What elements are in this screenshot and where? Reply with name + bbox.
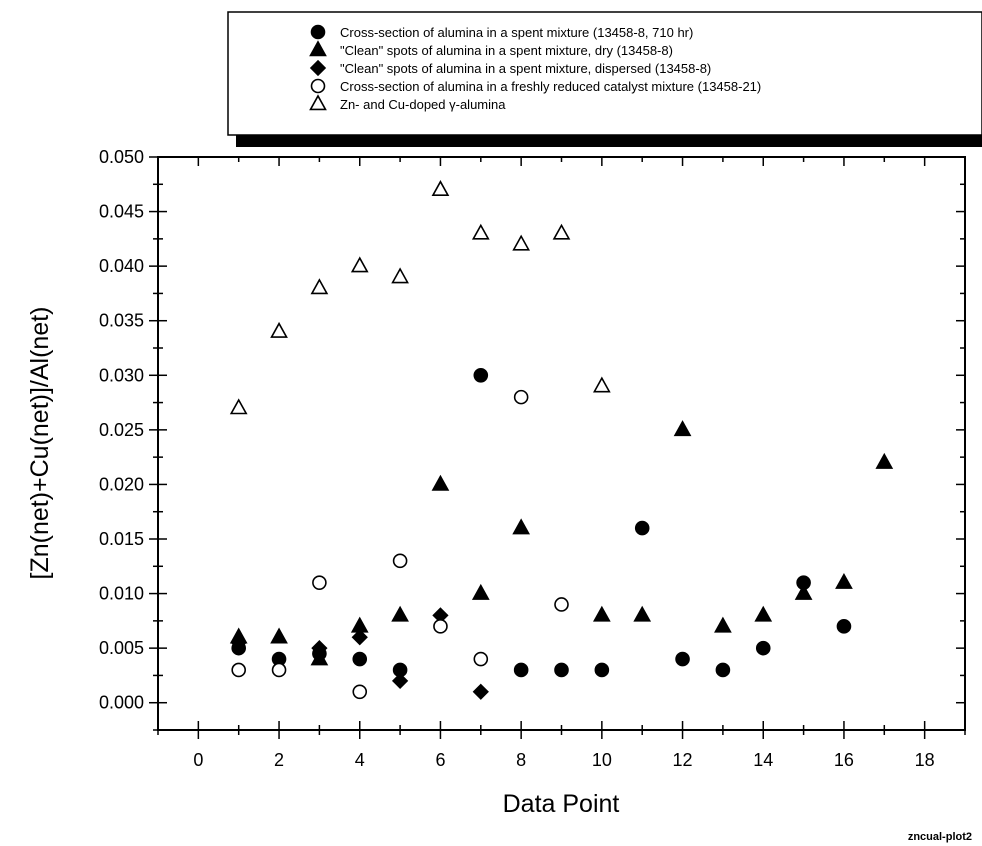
- y-tick-label: 0.020: [99, 474, 144, 494]
- legend-label-5: Zn- and Cu-doped γ-alumina: [340, 97, 506, 112]
- data-point-series-3: [351, 629, 368, 646]
- data-point-series-3: [230, 634, 247, 651]
- legend-label-1: Cross-section of alumina in a spent mixt…: [340, 25, 693, 40]
- legend-marker-3: [309, 59, 327, 77]
- data-point-series-4: [271, 662, 287, 678]
- data-point-series-1: [836, 619, 852, 634]
- y-tick-label: 0.045: [99, 202, 144, 222]
- legend-box: [227, 11, 982, 136]
- y-tick-label: 0.010: [99, 584, 144, 604]
- data-point-series-2: [592, 605, 611, 622]
- y-tick-label: 0.030: [99, 365, 144, 385]
- data-point-series-5: [350, 256, 369, 273]
- data-point-series-1: [594, 662, 610, 678]
- data-point-series-2: [471, 583, 490, 600]
- data-point-series-1: [755, 640, 771, 656]
- x-tick-label: 4: [355, 750, 365, 770]
- data-point-series-2: [754, 605, 773, 622]
- x-tick-label: 8: [516, 750, 526, 770]
- legend-shadow: [236, 135, 982, 147]
- data-point-series-2: [633, 605, 652, 622]
- data-point-series-5: [592, 376, 611, 393]
- data-point-series-1: [513, 662, 529, 678]
- data-point-series-2: [835, 572, 853, 589]
- data-point-series-3: [472, 683, 489, 700]
- data-point-series-4: [554, 597, 569, 612]
- legend-items: Cross-section of alumina in a spent mixt…: [309, 24, 761, 112]
- legend-marker-1: [310, 24, 326, 40]
- data-point-series-5: [229, 398, 248, 415]
- data-point-series-1: [675, 651, 690, 667]
- legend-label-2: "Clean" spots of alumina in a spent mixt…: [340, 43, 673, 58]
- data-point-series-1: [473, 367, 489, 383]
- x-tick-label: 2: [274, 750, 284, 770]
- data-point-series-5: [431, 180, 450, 197]
- data-point-series-5: [310, 278, 329, 295]
- x-tick-label: 16: [834, 750, 854, 770]
- y-tick-label: 0.035: [99, 311, 144, 331]
- data-point-series-4: [433, 619, 448, 634]
- data-point-series-4: [513, 389, 529, 405]
- data-point-series-5: [552, 223, 571, 240]
- data-point-series-2: [512, 518, 531, 535]
- y-tick-label: 0.015: [99, 529, 144, 549]
- data-point-series-5: [471, 223, 490, 240]
- data-point-series-1: [715, 662, 731, 678]
- data-points: [229, 180, 894, 700]
- legend-label-3: "Clean" spots of alumina in a spent mixt…: [340, 61, 711, 76]
- x-tick-label: 12: [673, 750, 693, 770]
- data-point-series-4: [352, 684, 368, 700]
- footnote: zncual-plot2: [908, 831, 972, 843]
- x-tick-label: 18: [915, 750, 935, 770]
- y-tick-label: 0.005: [99, 638, 144, 658]
- legend: Cross-section of alumina in a spent mixt…: [227, 11, 982, 147]
- data-point-series-4: [392, 553, 408, 569]
- x-axis-title: Data Point: [503, 790, 620, 818]
- data-point-series-2: [270, 627, 288, 644]
- data-point-series-2: [310, 649, 329, 666]
- data-point-series-2: [431, 474, 450, 491]
- data-point-series-4: [231, 662, 246, 678]
- data-point-series-2: [673, 420, 692, 437]
- legend-label-4: Cross-section of alumina in a freshly re…: [340, 79, 761, 94]
- y-tick-label: 0.040: [99, 256, 144, 276]
- data-point-series-5: [512, 234, 531, 251]
- data-point-series-5: [391, 267, 409, 284]
- data-point-series-2: [794, 583, 813, 600]
- x-tick-label: 0: [193, 750, 203, 770]
- data-point-series-1: [554, 662, 569, 678]
- data-point-series-4: [312, 575, 327, 590]
- data-point-series-3: [311, 640, 328, 657]
- data-point-series-2: [714, 616, 732, 633]
- x-tick-label: 6: [435, 750, 445, 770]
- y-axis-title: [Zn(net)+Cu(net)]/Al(net): [26, 306, 54, 579]
- data-point-series-1: [634, 520, 650, 536]
- tick-labels: 0 2 4 6 8 10 12 14 16 18 0.000 0.005 0.010 0.015 0.020…: [99, 147, 935, 770]
- data-point-series-2: [391, 605, 409, 622]
- x-tick-label: 14: [753, 750, 773, 770]
- axis-ticks: [149, 156, 966, 739]
- legend-marker-4: [310, 78, 326, 94]
- data-point-series-1: [352, 651, 368, 667]
- y-tick-label: 0.000: [99, 693, 144, 713]
- data-point-series-2: [875, 452, 894, 469]
- data-point-series-3: [391, 672, 409, 690]
- data-point-series-4: [473, 651, 489, 667]
- legend-marker-5: [309, 94, 327, 111]
- data-point-series-5: [270, 321, 288, 338]
- legend-marker-2: [309, 40, 327, 57]
- plot-frame: [157, 156, 966, 731]
- y-tick-label: 0.050: [99, 147, 144, 167]
- y-tick-label: 0.025: [99, 420, 144, 440]
- x-tick-label: 10: [592, 750, 612, 770]
